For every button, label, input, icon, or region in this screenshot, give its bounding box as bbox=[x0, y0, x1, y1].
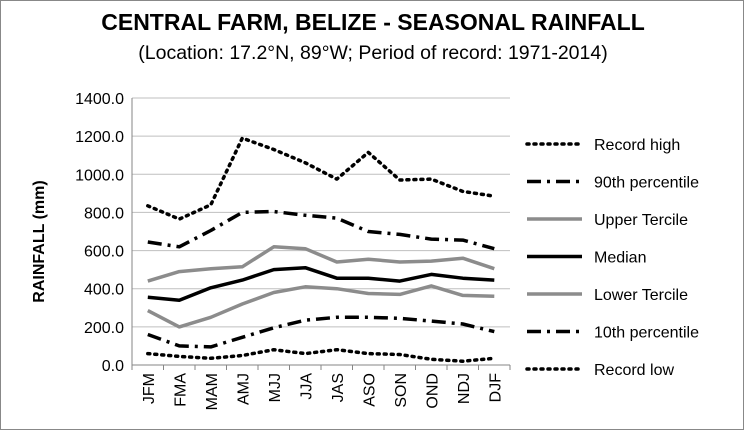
y-tick-label: 1000.0 bbox=[75, 167, 124, 184]
chart-title: CENTRAL FARM, BELIZE - SEASONAL RAINFALL bbox=[101, 9, 645, 35]
x-tick-label: OND bbox=[424, 373, 441, 409]
series-line-1 bbox=[147, 209, 495, 251]
x-tick-label: NDJ bbox=[456, 373, 473, 404]
x-tick-label: DJF bbox=[487, 373, 504, 403]
legend-label: Record low bbox=[594, 362, 674, 379]
legend-label: 10th percentile bbox=[594, 325, 699, 342]
y-tick-label: 1200.0 bbox=[75, 129, 124, 146]
legend-label: Record high bbox=[594, 137, 680, 154]
x-tick-label: ASO bbox=[361, 373, 378, 407]
y-tick-label: 400.0 bbox=[84, 282, 124, 299]
y-tick-label: 600.0 bbox=[84, 244, 124, 261]
y-tick-label: 800.0 bbox=[84, 205, 124, 222]
x-tick-label: JJA bbox=[298, 373, 315, 400]
x-tick-label: JAS bbox=[330, 373, 347, 402]
y-tick-label: 1400.0 bbox=[75, 91, 124, 108]
x-tick-label: AMJ bbox=[235, 373, 252, 405]
series-line-6 bbox=[146, 347, 497, 363]
legend-label: 90th percentile bbox=[594, 175, 699, 192]
y-tick-label: 200.0 bbox=[84, 320, 124, 337]
legend-label: Lower Tercile bbox=[594, 287, 688, 304]
x-tick-label: FMA bbox=[172, 373, 189, 407]
series-line-2 bbox=[147, 245, 495, 283]
x-tick-label: JFM bbox=[141, 373, 158, 404]
x-tick-label: MAM bbox=[204, 373, 221, 410]
series-line-0 bbox=[146, 136, 497, 221]
x-tick-label: SON bbox=[393, 373, 410, 408]
legend-label: Upper Tercile bbox=[594, 212, 688, 229]
y-axis-label: RAINFALL (mm) bbox=[31, 180, 48, 302]
series-line-4 bbox=[146, 284, 495, 329]
series-line-5 bbox=[147, 315, 495, 349]
series-line-3 bbox=[147, 265, 495, 302]
y-tick-label: 0.0 bbox=[102, 358, 124, 375]
x-tick-label: MJJ bbox=[267, 373, 284, 402]
legend-label: Median bbox=[594, 250, 646, 267]
chart-subtitle: (Location: 17.2°N, 89°W; Period of recor… bbox=[138, 42, 608, 64]
